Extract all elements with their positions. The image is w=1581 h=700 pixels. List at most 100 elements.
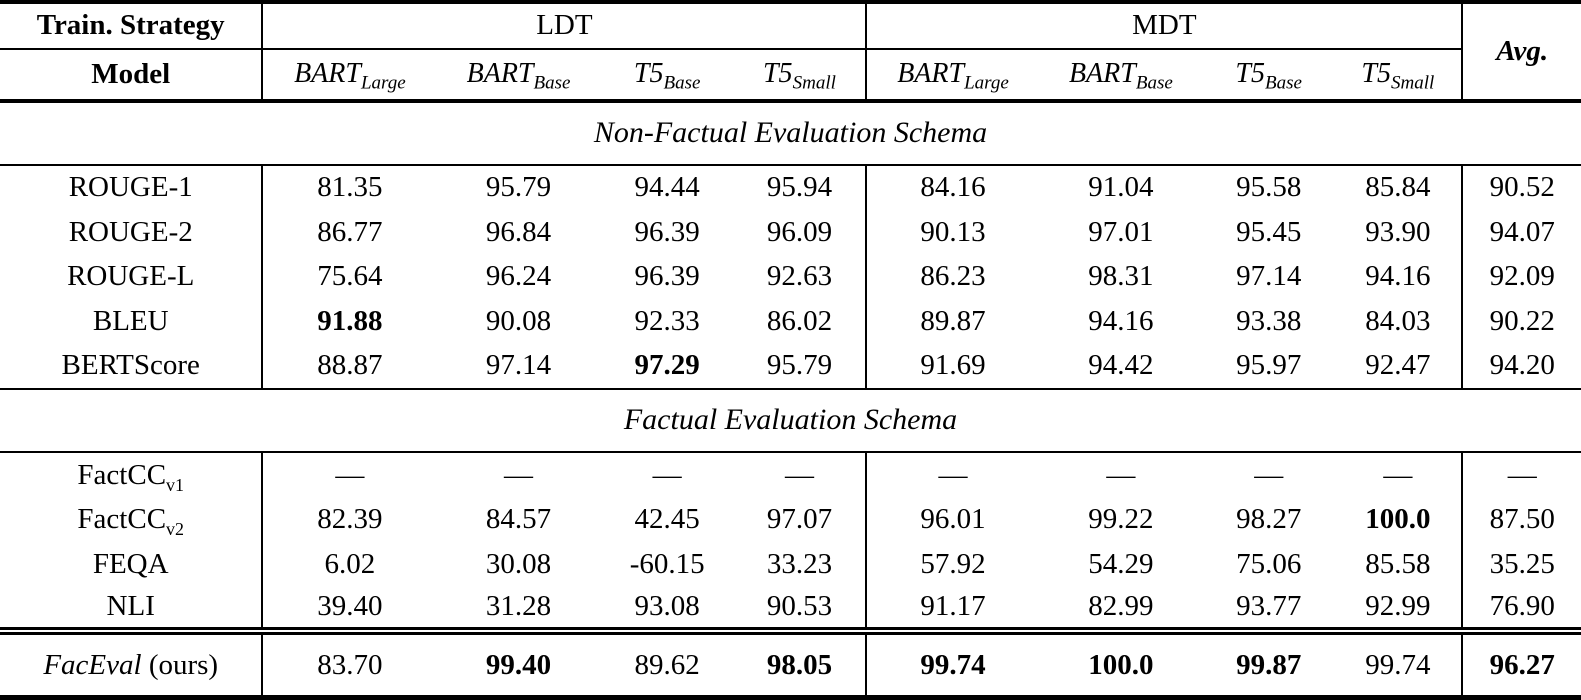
table-cell: 86.23 [865,254,1039,300]
table-row-bertscore: BERTScore 88.87 97.14 97.29 95.79 91.69 … [0,343,1581,390]
header-row-model: Model BARTLarge BARTBase T5Base T5Small … [0,48,1581,104]
table-cell: 96.01 [865,497,1039,542]
table-cell: 96.24 [485,260,552,293]
model-header-mdt-t5-base: T5Base [1203,48,1335,104]
model-header-ldt-t5-base: T5Base [600,48,734,104]
section-title: Non-Factual Evaluation Schema [0,101,1581,166]
table-cell: 99.74 [1365,648,1431,681]
table-cell: 98.05 [766,648,833,681]
table-cell: 39.40 [261,586,437,636]
table-cell: 92.99 [1334,586,1463,636]
table-cell: 89.62 [634,648,700,681]
table-cell: 95.94 [766,171,833,204]
table-cell: 95.97 [1203,343,1335,390]
table-row-feqa: FEQA 6.02 30.08 -60.15 33.23 57.92 54.29… [0,541,1581,587]
table-cell: 95.79 [485,171,552,204]
table-cell: 94.42 [1038,343,1204,390]
table-cell: 95.45 [1236,215,1302,248]
row-label: ROUGE-2 [68,215,193,248]
avg-header: Avg. [1461,2,1581,104]
table-cell: 94.44 [634,171,700,204]
table-cell: 92.33 [634,304,700,337]
table-cell: 90.08 [485,304,552,337]
table-cell: 97.14 [436,343,601,390]
table-cell: — [1254,458,1284,491]
table-cell: — [865,452,1039,498]
table-cell: 88.87 [261,343,437,390]
table-cell: 97.14 [1236,260,1302,293]
table-cell: 86.02 [766,304,833,337]
table-cell: 93.08 [600,586,734,636]
header-row-strategy: Train. Strategy LDT MDT Avg. [0,2,1581,104]
table-cell: 75.64 [261,254,437,300]
row-label: FacEval (ours) [43,648,219,681]
table-cell: 89.87 [865,299,1039,344]
table-row-factcc-v1: FactCCv1 — — — — — — — — — [0,452,1581,498]
table-cell: — [784,458,814,491]
table-cell: 81.35 [261,164,437,210]
row-label: BLEU [92,304,169,337]
table-cell: 93.90 [1365,215,1431,248]
section-header-factual: Factual Evaluation Schema [0,388,1581,454]
section-title: Factual Evaluation Schema [0,388,1581,454]
table-cell: — [1106,458,1136,491]
table-cell: 96.39 [634,215,700,248]
row-label: FEQA [92,547,169,580]
table-cell: 98.31 [1088,260,1154,293]
table-cell: 76.90 [1461,586,1581,636]
row-label: BERTScore [0,343,263,390]
table-cell: 42.45 [634,503,700,535]
table-cell: 93.38 [1236,304,1302,337]
table-cell: — [1461,452,1581,498]
table-row-rouge-l: ROUGE-L 75.64 96.24 96.39 92.63 86.23 98… [0,254,1581,300]
table-cell: 82.39 [261,497,437,542]
table-cell: 30.08 [485,547,552,580]
table-cell: 33.23 [766,547,833,580]
table-cell: 6.02 [261,541,437,587]
table-row-factcc-v2: FactCCv2 82.39 84.57 42.45 97.07 96.01 9… [0,497,1581,542]
table-cell: 83.70 [261,631,437,698]
table-cell: 94.16 [1088,304,1154,337]
table-cell: 57.92 [865,541,1039,587]
table-cell: 84.16 [865,164,1039,210]
row-label: NLI [0,586,263,636]
table-cell: 98.27 [1236,503,1302,535]
table-cell: — [1383,458,1413,491]
model-header-ldt-bart-base: BARTBase [436,48,601,104]
table-row-nli: NLI 39.40 31.28 93.08 90.53 91.17 82.99 … [0,586,1581,636]
table-cell: 96.27 [1461,631,1581,698]
table-cell: 86.77 [261,209,437,255]
table-row-rouge-2: ROUGE-2 86.77 96.84 96.39 96.09 90.13 97… [0,209,1581,255]
table-cell: 97.07 [766,503,833,535]
table-cell: 90.53 [733,586,867,636]
section-header-non-factual: Non-Factual Evaluation Schema [0,101,1581,166]
table-cell: 95.58 [1236,171,1302,204]
model-header: Model [0,48,263,104]
model-header-mdt-t5-small: T5Small [1334,48,1463,104]
table-row-faceval: FacEval (ours) 83.70 99.40 89.62 98.05 9… [0,631,1581,698]
model-header-ldt-bart-large: BARTLarge [261,48,437,104]
model-header-ldt-t5-small: T5Small [733,48,867,104]
table-cell: 92.47 [1334,343,1463,390]
table-cell: 96.84 [485,215,552,248]
table-cell: 85.84 [1365,171,1431,204]
model-header-mdt-bart-large: BARTLarge [865,48,1039,104]
table-cell: 90.13 [865,209,1039,255]
table-cell: 82.99 [1038,586,1204,636]
table-cell: 95.79 [733,343,867,390]
table-cell: 75.06 [1236,547,1302,580]
table-cell: 92.63 [766,260,833,293]
table-cell: 100.0 [1088,648,1154,681]
row-label: FactCCv2 [77,503,185,539]
table-cell: 100.0 [1365,503,1431,535]
table-cell: 84.57 [485,503,552,535]
table-cell: 99.22 [1088,503,1154,535]
table-cell: 31.28 [436,586,601,636]
table-cell: — [504,458,534,491]
table-cell: 96.39 [634,260,700,293]
row-label: ROUGE-1 [68,171,193,204]
table-cell: — [652,458,682,491]
table-cell: 93.77 [1203,586,1335,636]
